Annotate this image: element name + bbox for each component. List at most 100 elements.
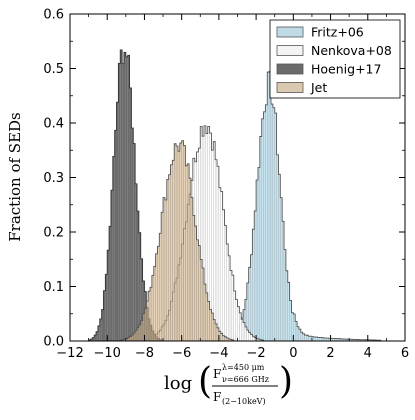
x-tick-label: −8: [135, 346, 154, 361]
bar: [270, 103, 274, 341]
bar: [188, 177, 192, 341]
x-axis-label-num-super: λ=450 μm: [222, 363, 265, 372]
legend-item: Hoenig+17: [276, 62, 381, 77]
bar: [267, 71, 270, 341]
legend-label: Fritz+06: [311, 25, 364, 40]
bar: [97, 325, 100, 341]
bar: [125, 56, 128, 341]
x-axis-label-num-main: F: [213, 367, 221, 381]
bar: [278, 174, 281, 341]
bar: [162, 197, 166, 341]
legend-item: Fritz+06: [276, 25, 364, 40]
bar: [109, 226, 111, 341]
bar: [209, 309, 212, 341]
x-tick-label: −12: [56, 346, 83, 361]
x-axis: −12 −10 −8 −6 −4 −2 0 2 4 6: [56, 14, 409, 361]
bar: [137, 211, 139, 341]
bar: [127, 55, 130, 341]
bar: [222, 209, 225, 341]
bar: [304, 334, 307, 341]
bar: [142, 281, 145, 341]
x-tick-label: −10: [94, 346, 121, 361]
x-axis-label: log ( F λ=450 μm ν=666 GHz F (2−10keV) ): [164, 361, 293, 406]
bar: [157, 246, 160, 341]
bar: [226, 243, 229, 341]
bar: [254, 210, 257, 341]
bar: [179, 142, 182, 341]
bar: [229, 270, 233, 341]
x-tick-label: −2: [247, 346, 266, 361]
bar: [133, 143, 136, 341]
bar: [135, 183, 137, 341]
legend-label: Nenkova+08: [311, 43, 392, 58]
x-tick-label: −6: [172, 346, 191, 361]
bar: [265, 104, 268, 341]
series-layer: [88, 49, 382, 341]
bar: [120, 49, 123, 341]
bar: [261, 118, 264, 341]
bar: [190, 197, 194, 341]
bar: [177, 150, 181, 341]
bar: [175, 145, 179, 341]
bar: [172, 160, 175, 341]
bar: [192, 215, 195, 341]
bar: [214, 159, 218, 341]
y-axis: 0.0 0.1 0.2 0.3 0.4 0.5 0.6: [43, 8, 405, 350]
bar: [218, 187, 221, 341]
legend-item: Jet: [276, 80, 327, 95]
y-axis-label: Fraction of SEDs: [6, 112, 24, 242]
x-axis-label-den-main: F: [213, 390, 221, 404]
bar: [112, 156, 115, 341]
bar: [200, 259, 203, 341]
legend: Fritz+06 Nenkova+08 Hoenig+17 Jet: [269, 19, 401, 99]
bar: [114, 130, 117, 341]
bar: [181, 140, 184, 341]
x-axis-label-den-sub: (2−10keV): [222, 397, 266, 406]
bar: [196, 239, 199, 341]
y-tick-label: 0.3: [43, 171, 64, 186]
x-tick-label: 0: [289, 346, 297, 361]
bar: [149, 287, 153, 341]
bar: [174, 143, 177, 341]
y-tick-label: 0.2: [43, 226, 64, 241]
bar: [164, 199, 167, 341]
y-tick-label: 0.5: [43, 62, 64, 77]
x-tick-label: −4: [209, 346, 228, 361]
legend-swatch: [276, 26, 304, 38]
x-axis-label-prefix: log: [164, 373, 192, 394]
x-axis-label-num-sub: ν=666 GHz: [222, 375, 269, 384]
bar: [168, 174, 171, 341]
bar: [118, 63, 121, 341]
bar: [94, 335, 97, 341]
bar: [138, 232, 141, 341]
bar: [213, 141, 216, 341]
y-tick-label: 0.4: [43, 117, 64, 132]
bar: [129, 88, 132, 341]
bar: [263, 111, 266, 341]
legend-swatch: [276, 63, 304, 75]
bar: [105, 274, 108, 341]
bar: [272, 107, 275, 341]
bar: [122, 63, 124, 341]
x-tick-label: 4: [364, 346, 372, 361]
bar: [268, 71, 272, 341]
bar: [131, 128, 134, 341]
bar: [101, 309, 104, 341]
x-tick-label: 2: [326, 346, 334, 361]
bar: [110, 190, 113, 341]
bar: [166, 179, 169, 341]
legend-label: Jet: [310, 80, 327, 95]
bar: [90, 339, 93, 341]
bar: [187, 163, 190, 341]
legend-items: Fritz+06 Nenkova+08 Hoenig+17 Jet: [276, 25, 392, 95]
bar: [116, 102, 119, 341]
y-tick-label: 0.0: [43, 335, 64, 350]
series-jet: [119, 140, 235, 341]
legend-swatch: [276, 45, 304, 56]
legend-swatch: [276, 82, 304, 93]
bar: [216, 166, 220, 341]
bar: [92, 337, 95, 341]
bar: [140, 258, 143, 341]
